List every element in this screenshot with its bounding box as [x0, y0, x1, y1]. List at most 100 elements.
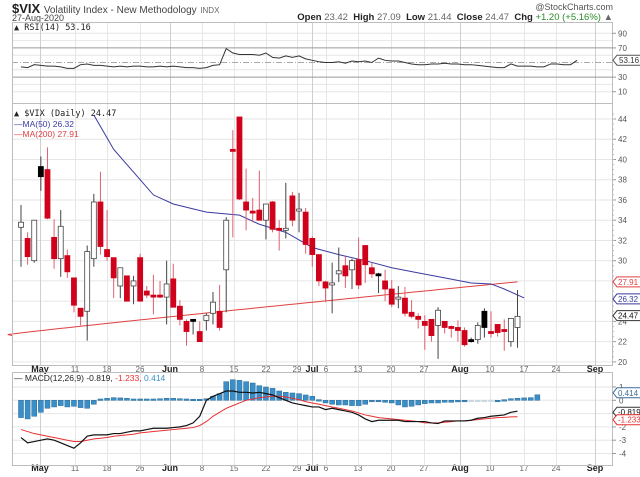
macd-histogram-bar [110, 397, 117, 401]
candle-body [322, 281, 329, 289]
macd-histogram-bar [415, 400, 421, 406]
x-axis-label: 8 [200, 464, 205, 473]
candle [117, 267, 124, 299]
candle [57, 210, 64, 277]
candle [349, 258, 355, 290]
macd-histogram-bar [355, 400, 362, 406]
rsi-value-tag-text: 53.16 [619, 56, 640, 65]
candle-body [130, 280, 137, 287]
candle-body [51, 237, 57, 260]
candle-body [329, 282, 336, 286]
macd-histogram-bar [57, 400, 64, 406]
candle-body [289, 195, 296, 221]
open-value: 23.42 [324, 12, 348, 23]
candle-body [77, 307, 84, 317]
macd-histogram-bar [71, 400, 77, 407]
candle-body [243, 201, 249, 211]
low-label: Low [406, 12, 426, 23]
macd-histogram-bar [150, 398, 157, 401]
close-label: Close [456, 12, 483, 23]
rsi-tick-label: 90 [618, 29, 627, 38]
candle-body [421, 320, 428, 326]
macd-histogram-bar [534, 394, 541, 401]
candle-body [282, 227, 289, 231]
macd-legend: — MACD(12,26,9) -0.819, -1.233, 0.414 [14, 373, 165, 383]
close-value: 24.47 [485, 12, 510, 23]
candle-body [31, 219, 38, 262]
candle-body [415, 315, 422, 320]
candle [501, 319, 508, 351]
macd-histogram-bar [183, 398, 190, 401]
candle [488, 311, 494, 338]
x-axis-label: Aug [451, 364, 469, 374]
macd-histogram-bar [488, 399, 494, 402]
candle [342, 256, 349, 289]
candle-body [37, 166, 44, 178]
macd-histogram-bar [329, 400, 335, 405]
macd-histogram-bar [177, 398, 183, 401]
macd-histogram-bar [117, 397, 124, 401]
candle-body [124, 275, 130, 302]
candle-body [481, 310, 488, 328]
candle [315, 254, 322, 286]
open-label: Open [297, 12, 322, 23]
candle [190, 318, 197, 335]
macd-histogram-bar [336, 400, 342, 406]
macd-histogram-bar [395, 400, 402, 406]
up-arrow-icon: ▲ [603, 12, 613, 23]
macd-histogram-bar [38, 400, 44, 413]
candle [282, 182, 289, 239]
candle [97, 171, 104, 255]
candle-body [507, 317, 514, 343]
x-axis-label: 17 [520, 464, 529, 473]
candle [77, 307, 84, 326]
macd-histogram-bar [137, 398, 143, 401]
macd-swatch: — [14, 373, 23, 383]
candle [229, 130, 236, 238]
ma200-line [7, 281, 518, 337]
candle-body [263, 203, 269, 221]
candle [51, 219, 57, 269]
candle-body [276, 227, 283, 231]
x-axis-label: 26 [136, 365, 145, 374]
candle-body [150, 294, 157, 298]
candle-body [117, 267, 124, 287]
macd-histogram-bar [342, 400, 349, 406]
candle [24, 232, 31, 265]
candle [408, 300, 415, 319]
rsi-tick-label: 70 [618, 44, 627, 53]
ma50-legend-text: MA(50) 26.32 [22, 119, 75, 129]
candle-body [183, 320, 190, 332]
candle [18, 205, 24, 267]
x-axis-label: 22 [262, 464, 271, 473]
macd-histogram-bar [408, 400, 415, 407]
candle [461, 327, 468, 347]
price-tick-label: 30 [618, 257, 627, 266]
x-axis-label: 6 [324, 365, 329, 374]
candle-body [474, 325, 481, 341]
candle [474, 322, 481, 344]
macd-histogram-bar [18, 400, 24, 418]
macd-histogram-bar [97, 398, 104, 401]
rsi-value-tag [612, 54, 640, 66]
macd-histogram-bar [461, 400, 468, 403]
candle-body [236, 116, 243, 200]
candle [302, 208, 309, 254]
candle-body [382, 280, 389, 290]
ma50-value-tag [612, 293, 640, 305]
price-tick-label: 36 [618, 196, 627, 205]
candle-body [190, 318, 197, 322]
macd-histogram-bar [435, 400, 441, 404]
candle-body [315, 254, 322, 282]
ma200-swatch: — [14, 129, 23, 139]
chart-type-icon: ▲ [14, 109, 20, 119]
macd-histogram-bar [468, 400, 474, 403]
macd-histogram-bar [362, 400, 368, 405]
x-axis-label: 24 [552, 464, 561, 473]
macd-tick-label: -2 [619, 423, 627, 432]
x-axis-label: 13 [354, 365, 363, 374]
candle [104, 210, 110, 261]
candle [90, 193, 97, 267]
symbol: $VIX [12, 1, 41, 16]
x-axis-label: 17 [520, 365, 529, 374]
